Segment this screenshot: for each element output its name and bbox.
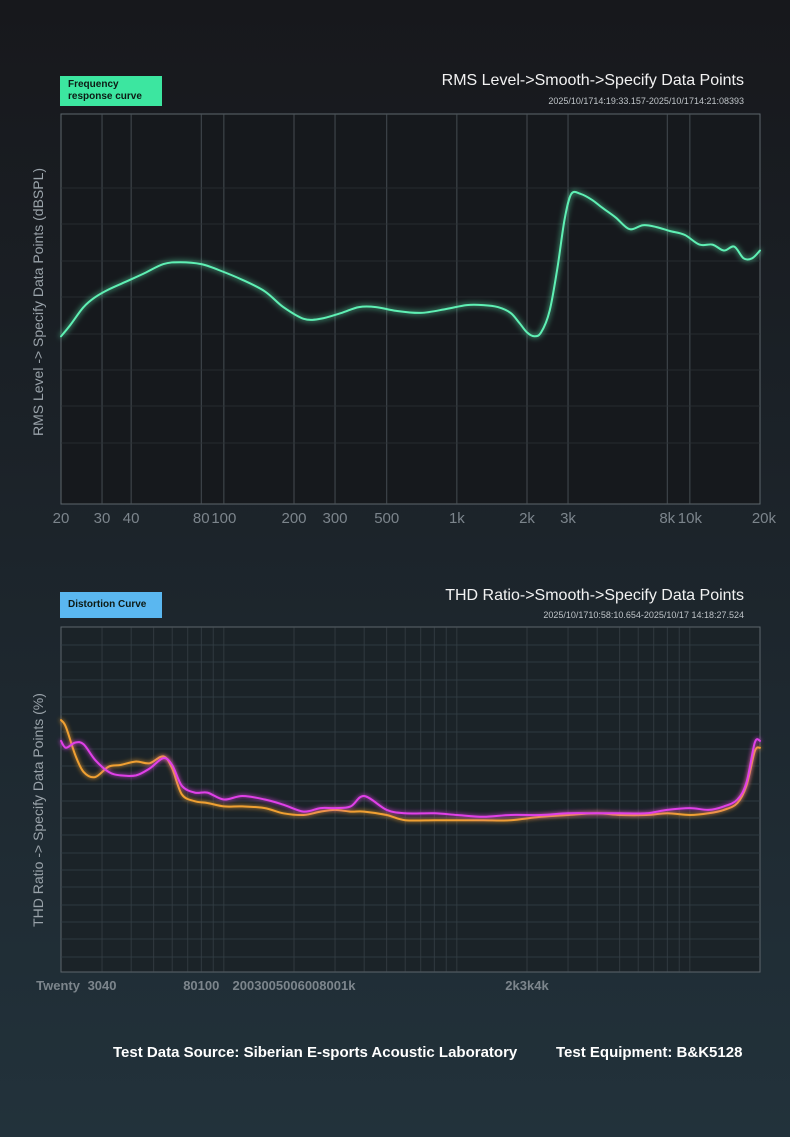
distortion-chart-title: THD Ratio->Smooth->Specify Data Points [445,587,744,604]
series-line-thd-magenta [60,738,761,818]
x-tick-label: 10k [678,510,703,527]
distortion-chart-timestamp: 2025/10/1710:58:10.654-2025/10/17 14:18:… [543,610,744,620]
x-tick-label: 3040 [88,978,117,993]
test-data-source: Test Data Source: Siberian E-sports Acou… [113,1044,518,1061]
frequency-response-chart: 20 30 40 80 100 200 300 500 1k 2k 3k 8k 10k 20k [53,113,777,527]
x-tick-label: 20k [752,510,777,527]
x-tick-label: Twenty [36,978,81,993]
x-tick-label: 20 [53,510,70,527]
frequency-chart-timestamp: 2025/10/1714:19:33.157-2025/10/1714:21:0… [548,96,744,106]
x-tick-label: 80 [193,510,210,527]
frequency-response-badge: Frequency response curve [60,76,162,106]
x-tick-label: 80100 [183,978,219,993]
series-line-rms-level [60,190,761,338]
x-tick-label: 3k [560,510,576,527]
distortion-curve-badge: Distortion Curve [60,592,162,618]
x-tick-label: 300 [323,510,348,527]
frequency-plot-area [60,113,761,505]
x-tick-label: 2k3k4k [505,978,549,993]
x-tick-label: 2003005006008001k [233,978,357,993]
x-tick-label: 500 [374,510,399,527]
x-tick-label: 2k [519,510,535,527]
frequency-chart-title: RMS Level->Smooth->Specify Data Points [441,72,744,89]
x-tick-label: 40 [123,510,140,527]
x-tick-label: 8k [659,510,675,527]
x-tick-label: 200 [281,510,306,527]
x-tick-label: 100 [211,510,236,527]
distortion-chart: Twenty 3040 80100 2003005006008001k 2k3k4k [36,626,761,993]
distortion-plot-area [60,626,761,973]
series-line-thd-orange [60,719,761,822]
test-equipment: Test Equipment: B&K5128 [556,1044,743,1061]
x-tick-label: 30 [94,510,111,527]
x-tick-label: 1k [449,510,465,527]
